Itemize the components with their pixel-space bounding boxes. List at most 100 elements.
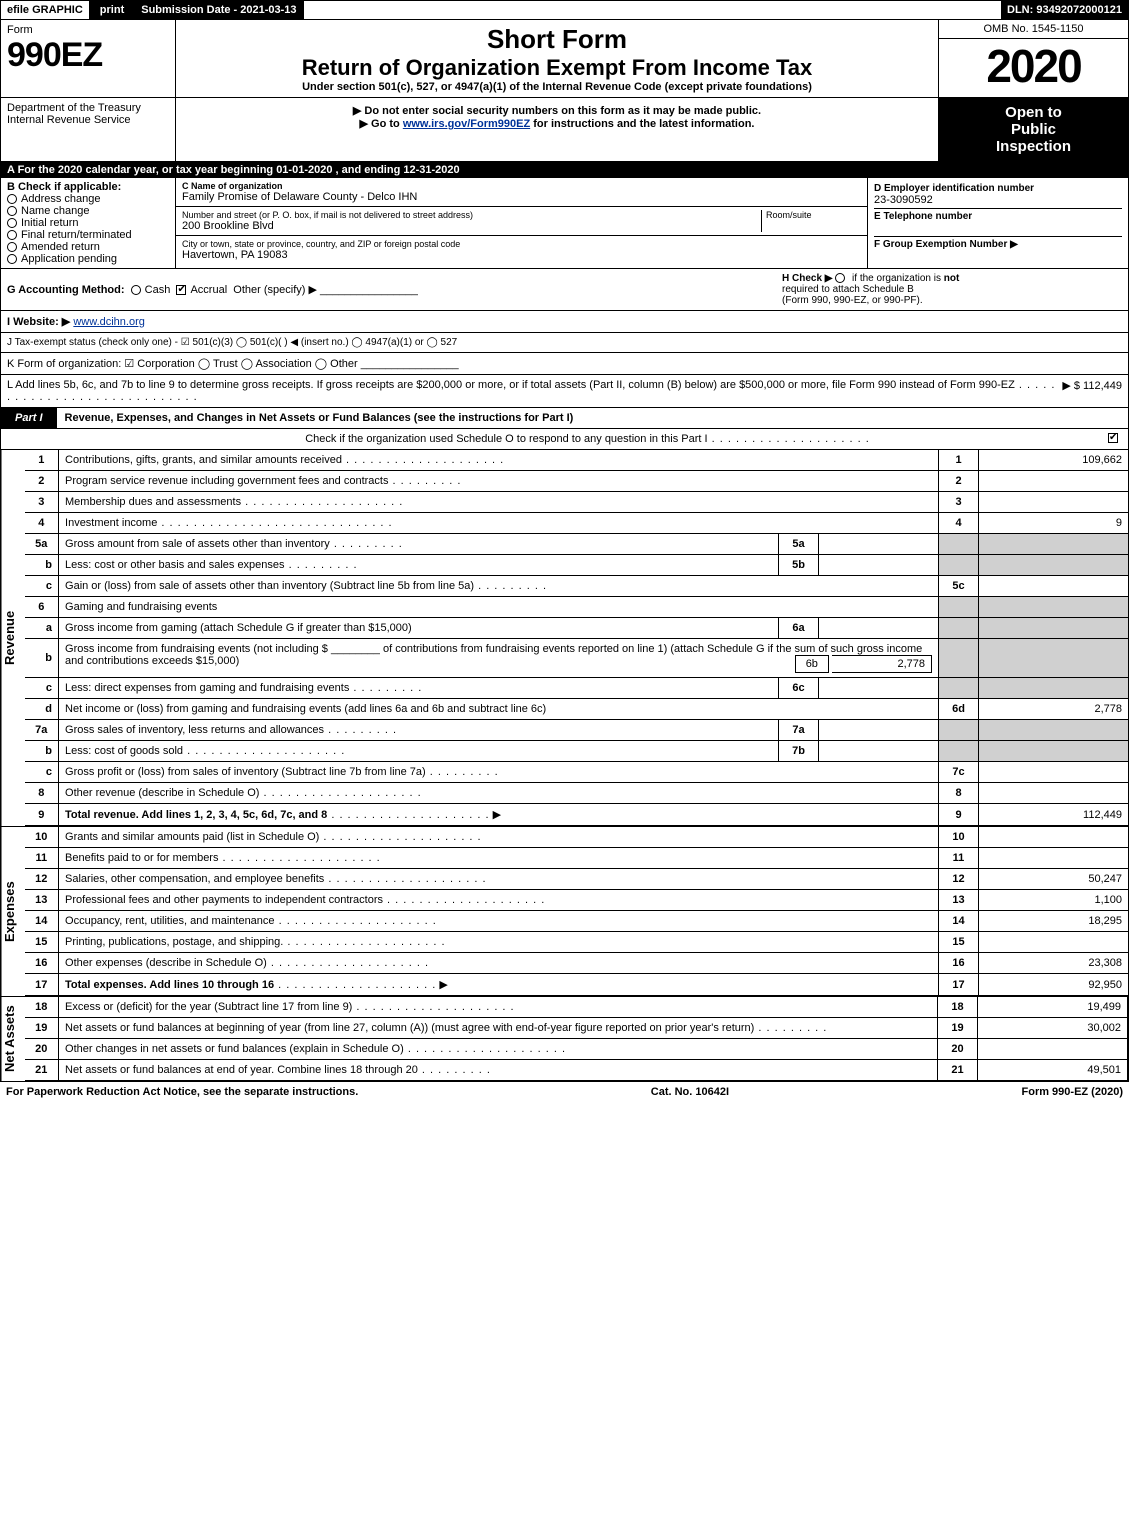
- block-d: D Employer identification number 23-3090…: [868, 178, 1128, 268]
- table-row: 5aGross amount from sale of assets other…: [25, 534, 1129, 555]
- form-number: 990EZ: [7, 36, 169, 75]
- table-row: 8Other revenue (describe in Schedule O)8: [25, 783, 1129, 804]
- footer-mid: Cat. No. 10642I: [651, 1086, 729, 1098]
- line-l-text: L Add lines 5b, 6c, and 7b to line 9 to …: [7, 379, 1062, 403]
- omb-number: OMB No. 1545-1150: [939, 20, 1128, 39]
- table-row: 1Contributions, gifts, grants, and simil…: [25, 450, 1129, 471]
- revenue-section: Revenue 1Contributions, gifts, grants, a…: [0, 450, 1129, 827]
- check-final-return[interactable]: Final return/terminated: [7, 229, 169, 241]
- net-assets-side-label: Net Assets: [1, 997, 25, 1081]
- ssn-warning: ▶ Do not enter social security numbers o…: [182, 104, 932, 117]
- table-row: 16Other expenses (describe in Schedule O…: [25, 953, 1129, 974]
- line-g-label: G Accounting Method:: [7, 284, 125, 296]
- table-row: 3Membership dues and assessments3: [25, 492, 1129, 513]
- form-header: Form 990EZ Short Form Return of Organiza…: [0, 20, 1129, 98]
- block-b: B Check if applicable: Address change Na…: [1, 178, 176, 268]
- dln-label: DLN: 93492072000121: [1001, 1, 1128, 19]
- block-b-title: B Check if applicable:: [7, 181, 169, 193]
- website-link[interactable]: www.dcihn.org: [73, 316, 145, 328]
- goto-link[interactable]: www.irs.gov/Form990EZ: [403, 118, 530, 130]
- line-l-amount: ▶ $ 112,449: [1062, 379, 1122, 403]
- table-row: 11Benefits paid to or for members11: [25, 848, 1129, 869]
- table-row: cGross profit or (loss) from sales of in…: [25, 762, 1129, 783]
- goto-line: ▶ Go to www.irs.gov/Form990EZ for instru…: [182, 117, 932, 130]
- table-row: 15Printing, publications, postage, and s…: [25, 932, 1129, 953]
- tax-year: 2020: [939, 39, 1128, 93]
- table-row: 17Total expenses. Add lines 10 through 1…: [25, 974, 1129, 996]
- page-footer: For Paperwork Reduction Act Notice, see …: [0, 1082, 1129, 1102]
- revenue-side-label: Revenue: [1, 450, 25, 826]
- city-state-zip: Havertown, PA 19083: [182, 249, 861, 261]
- table-row: dNet income or (loss) from gaming and fu…: [25, 699, 1129, 720]
- c-name-label: C Name of organization: [182, 181, 861, 191]
- subtitle: Under section 501(c), 527, or 4947(a)(1)…: [182, 81, 932, 93]
- org-name: Family Promise of Delaware County - Delc…: [182, 191, 861, 203]
- table-row: 19Net assets or fund balances at beginni…: [25, 1018, 1128, 1039]
- check-initial-return[interactable]: Initial return: [7, 217, 169, 229]
- table-row: 13Professional fees and other payments t…: [25, 890, 1129, 911]
- open2: Public: [943, 121, 1124, 138]
- line-k-text: K Form of organization: ☑ Corporation ◯ …: [7, 358, 358, 370]
- instructions-row: Department of the Treasury Internal Reve…: [0, 98, 1129, 162]
- line-h-label: H Check ▶: [782, 273, 832, 284]
- part-1-check-line: Check if the organization used Schedule …: [0, 429, 1129, 450]
- top-bar: efile GRAPHIC print Submission Date - 20…: [0, 0, 1129, 20]
- street-address: 200 Brookline Blvd: [182, 220, 761, 232]
- other-method: Other (specify) ▶: [233, 284, 317, 296]
- net-assets-section: Net Assets 18Excess or (deficit) for the…: [0, 997, 1129, 1082]
- line-i-label: I Website: ▶: [7, 316, 70, 328]
- table-row: cLess: direct expenses from gaming and f…: [25, 678, 1129, 699]
- table-row: 20Other changes in net assets or fund ba…: [25, 1039, 1128, 1060]
- block-c: C Name of organization Family Promise of…: [176, 178, 868, 268]
- open3: Inspection: [943, 138, 1124, 155]
- table-row: 18Excess or (deficit) for the year (Subt…: [25, 997, 1128, 1018]
- expenses-section: Expenses 10Grants and similar amounts pa…: [0, 827, 1129, 997]
- part-1-label: Part I: [1, 408, 57, 428]
- table-row: 6Gaming and fundraising events: [25, 597, 1129, 618]
- check-address-change[interactable]: Address change: [7, 193, 169, 205]
- schedule-o-check[interactable]: [1108, 433, 1118, 443]
- line-l: L Add lines 5b, 6c, and 7b to line 9 to …: [0, 375, 1129, 408]
- table-row: 4Investment income49: [25, 513, 1129, 534]
- check-application-pending[interactable]: Application pending: [7, 253, 169, 265]
- d-ein-label: D Employer identification number: [874, 183, 1122, 194]
- expenses-table: 10Grants and similar amounts paid (list …: [25, 827, 1129, 996]
- line-g-h: G Accounting Method: Cash Accrual Other …: [0, 269, 1129, 311]
- city-label: City or town, state or province, country…: [182, 239, 861, 249]
- e-phone-label: E Telephone number: [874, 211, 1122, 222]
- line-a-tax-year: A For the 2020 calendar year, or tax yea…: [0, 162, 1129, 178]
- table-row: 9Total revenue. Add lines 1, 2, 3, 4, 5c…: [25, 804, 1129, 826]
- table-row: 7aGross sales of inventory, less returns…: [25, 720, 1129, 741]
- revenue-table: 1Contributions, gifts, grants, and simil…: [25, 450, 1129, 826]
- open1: Open to: [943, 104, 1124, 121]
- expenses-side-label: Expenses: [1, 827, 25, 996]
- table-row: bLess: cost or other basis and sales exp…: [25, 555, 1129, 576]
- goto-post: for instructions and the latest informat…: [533, 118, 754, 130]
- check-amended-return[interactable]: Amended return: [7, 241, 169, 253]
- part-1-title: Revenue, Expenses, and Changes in Net As…: [57, 408, 582, 428]
- table-row: 10Grants and similar amounts paid (list …: [25, 827, 1129, 848]
- table-row: 14Occupancy, rent, utilities, and mainte…: [25, 911, 1129, 932]
- irs-label: Internal Revenue Service: [7, 114, 169, 126]
- line-j: J Tax-exempt status (check only one) - ☑…: [0, 333, 1129, 353]
- footer-right: Form 990-EZ (2020): [1022, 1086, 1123, 1098]
- check-name-change[interactable]: Name change: [7, 205, 169, 217]
- accrual-radio[interactable]: [176, 285, 186, 295]
- print-button[interactable]: print: [90, 1, 135, 19]
- table-row: b Gross income from fundraising events (…: [25, 639, 1129, 678]
- open-public-badge: Open to Public Inspection: [939, 98, 1128, 161]
- main-title: Return of Organization Exempt From Incom…: [182, 55, 932, 81]
- cash-radio[interactable]: [131, 285, 141, 295]
- table-row: bLess: cost of goods sold7b: [25, 741, 1129, 762]
- part-1-header: Part I Revenue, Expenses, and Changes in…: [0, 408, 1129, 429]
- block-bcd: B Check if applicable: Address change Na…: [0, 178, 1129, 269]
- efile-label: efile GRAPHIC: [1, 1, 90, 19]
- table-row: 21Net assets or fund balances at end of …: [25, 1060, 1128, 1081]
- submission-date: Submission Date - 2021-03-13: [135, 1, 303, 19]
- form-word: Form: [7, 24, 169, 36]
- line-j-text: J Tax-exempt status (check only one) - ☑…: [7, 337, 457, 348]
- dept-label: Department of the Treasury: [7, 102, 169, 114]
- footer-left: For Paperwork Reduction Act Notice, see …: [6, 1086, 358, 1098]
- line-h-check[interactable]: [835, 273, 845, 283]
- f-group-label: F Group Exemption Number ▶: [874, 239, 1122, 250]
